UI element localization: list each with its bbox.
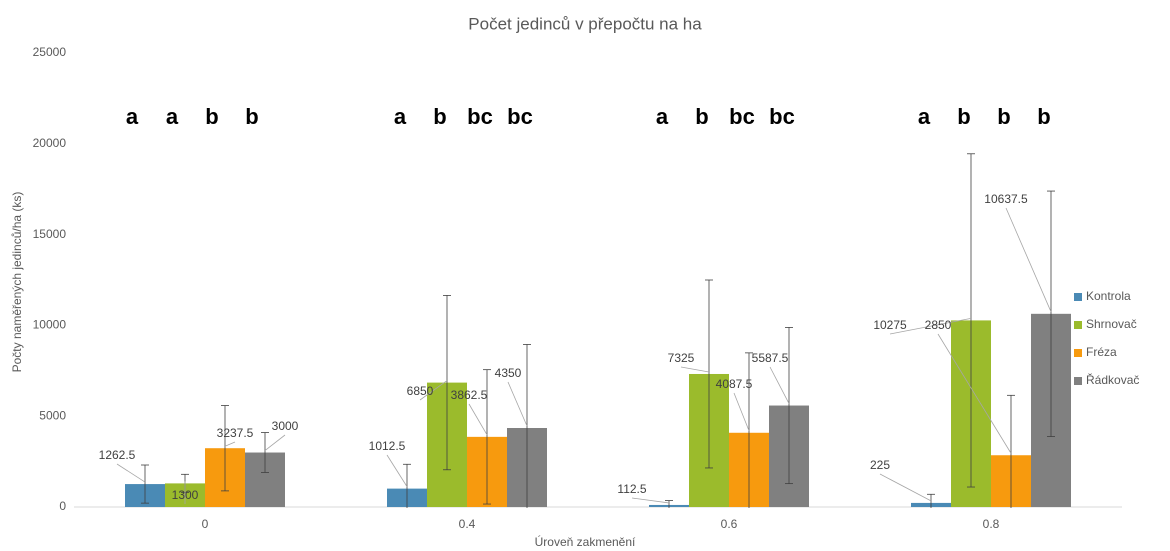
y-tick-label: 5000 xyxy=(39,408,66,422)
x-tick-label: 0.4 xyxy=(459,517,476,531)
x-tick-label: 0 xyxy=(202,517,209,531)
leader-line xyxy=(468,403,488,436)
error-bar xyxy=(967,153,975,488)
leader-line xyxy=(889,318,972,335)
x-axis-label: Úroveň zakmenění xyxy=(535,534,636,549)
y-tick-label: 10000 xyxy=(33,318,67,332)
significance-letter: b xyxy=(205,104,218,129)
data-label: 1300 xyxy=(172,488,199,502)
legend-swatch xyxy=(1074,321,1082,329)
y-tick-label: 25000 xyxy=(33,45,67,59)
error-bar xyxy=(141,464,149,504)
significance-letter: bc xyxy=(769,104,795,129)
significance-letter: b xyxy=(997,104,1010,129)
error-bar xyxy=(403,463,411,508)
leader-line xyxy=(507,381,528,427)
significance-letter: b xyxy=(433,104,446,129)
legend-label: Shrnovač xyxy=(1086,317,1137,331)
error-bar xyxy=(705,279,713,469)
data-label: 1012.5 xyxy=(369,439,406,453)
leader-line xyxy=(879,473,932,502)
error-bar xyxy=(1007,394,1015,508)
significance-letter: a xyxy=(656,104,669,129)
significance-letter: b xyxy=(957,104,970,129)
y-tick-label: 0 xyxy=(59,499,66,513)
data-label: 10275 xyxy=(873,318,907,332)
data-label: 5587.5 xyxy=(752,351,789,365)
leader-line xyxy=(680,366,710,373)
error-bar xyxy=(483,369,491,505)
leader-line xyxy=(1005,207,1052,312)
data-label: 2850 xyxy=(925,318,952,332)
leader-line xyxy=(419,380,448,401)
error-bar xyxy=(665,500,673,508)
error-bar xyxy=(523,344,531,508)
significance-letter: a xyxy=(918,104,931,129)
leader-line xyxy=(937,333,1012,454)
leader-line xyxy=(769,366,790,404)
data-label: 3000 xyxy=(272,419,299,433)
data-label: 3237.5 xyxy=(217,426,254,440)
significance-letter: bc xyxy=(467,104,493,129)
leader-line xyxy=(386,454,408,487)
significance-letter: b xyxy=(1037,104,1050,129)
y-axis-label: Počty naměřených jedinců/ha (ks) xyxy=(10,192,24,373)
legend-label: Fréza xyxy=(1086,345,1117,359)
significance-letter: bc xyxy=(729,104,755,129)
leader-line xyxy=(264,434,286,451)
data-label: 112.5 xyxy=(617,482,646,496)
legend-swatch xyxy=(1074,377,1082,385)
leader-line xyxy=(733,392,750,431)
error-bar xyxy=(443,295,451,471)
leader-line xyxy=(224,441,236,447)
leader-line xyxy=(116,463,146,483)
legend-swatch xyxy=(1074,293,1082,301)
significance-letter: bc xyxy=(507,104,533,129)
leader-line xyxy=(631,497,670,504)
y-tick-label: 20000 xyxy=(33,136,67,150)
error-bar xyxy=(745,352,753,508)
significance-letter: a xyxy=(394,104,407,129)
data-label: 3862.5 xyxy=(451,388,488,402)
error-bar xyxy=(785,327,793,485)
significance-letter: a xyxy=(166,104,179,129)
error-bar xyxy=(261,432,269,473)
legend-label: Řádkovač xyxy=(1086,372,1139,387)
chart-title: Počet jedinců v přepočtu na ha xyxy=(468,14,702,33)
legend-label: Kontrola xyxy=(1086,289,1131,303)
x-tick-label: 0.8 xyxy=(983,517,1000,531)
y-tick-label: 15000 xyxy=(33,227,67,241)
significance-letter: b xyxy=(245,104,258,129)
error-bar xyxy=(927,493,935,508)
data-label: 10637.5 xyxy=(984,192,1028,206)
data-label: 1262.5 xyxy=(99,448,136,462)
data-label: 7325 xyxy=(668,351,695,365)
legend-swatch xyxy=(1074,349,1082,357)
x-tick-label: 0.6 xyxy=(721,517,738,531)
error-bar xyxy=(1047,190,1055,437)
data-label: 6850 xyxy=(407,384,434,398)
data-label: 4087.5 xyxy=(716,377,753,391)
data-label: 225 xyxy=(870,458,890,472)
error-bar xyxy=(221,405,229,492)
data-label: 4350 xyxy=(495,366,522,380)
significance-letter: b xyxy=(695,104,708,129)
significance-letter: a xyxy=(126,104,139,129)
